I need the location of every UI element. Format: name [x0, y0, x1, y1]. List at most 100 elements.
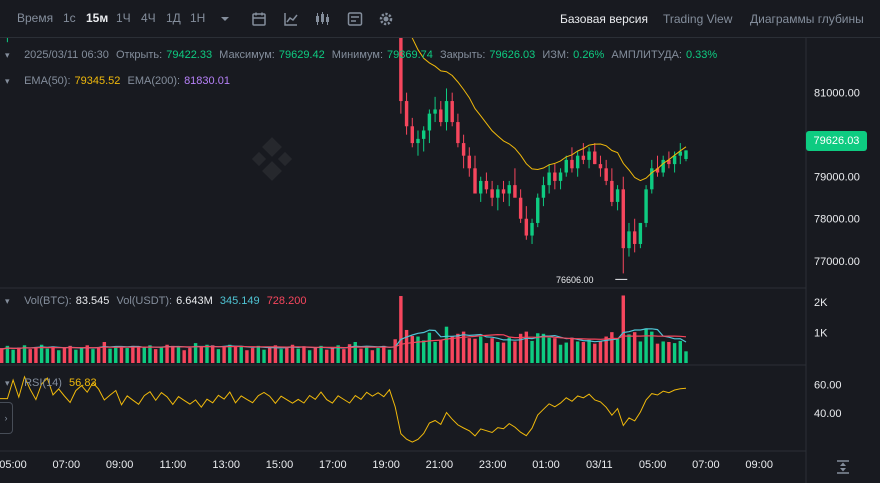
low-price-marker: 76606.00: [556, 275, 594, 285]
interval-1s[interactable]: 1с: [63, 11, 76, 25]
candle-body: [541, 185, 546, 198]
candle-body: [479, 180, 483, 194]
collapse-chevron-icon[interactable]: ▾: [5, 50, 10, 60]
interval-4h[interactable]: 4Ч: [141, 11, 156, 25]
volume-bar: [313, 348, 318, 363]
volume-bar: [136, 346, 141, 363]
volume-bar: [593, 343, 597, 363]
volume-bar: [114, 346, 118, 363]
low-label: Минимум:: [331, 49, 384, 61]
time-tick-label: 01:00: [532, 459, 560, 471]
volume-bar: [376, 348, 380, 363]
time-tick-label: 13:00: [212, 459, 240, 471]
volume-bar: [34, 346, 38, 363]
time-tick-label: 17:00: [319, 459, 347, 471]
volume-bar: [57, 350, 61, 363]
volume-bar: [575, 341, 580, 363]
ema50-value: 79345.52: [74, 75, 121, 87]
candle-body: [621, 189, 625, 249]
ema-legend: ▾ EMA(50): 79345.52 EMA(200): 81830.01: [5, 75, 234, 87]
candle-body: [593, 151, 597, 165]
volume-bar: [370, 350, 375, 363]
candle-body: [513, 185, 517, 198]
indicators-icon[interactable]: [283, 11, 299, 27]
collapse-chevron-icon[interactable]: ▾: [5, 378, 10, 388]
volume-bar: [610, 332, 614, 363]
collapse-chevron-icon[interactable]: ▾: [5, 76, 10, 86]
candle-body: [667, 159, 671, 165]
volume-bar: [541, 333, 546, 363]
candle-body: [570, 159, 574, 169]
volume-bar: [410, 335, 414, 363]
volume-bar: [490, 338, 494, 363]
volume-bar: [530, 340, 534, 363]
view-depth-chart[interactable]: Диаграммы глубины: [750, 12, 864, 26]
time-label[interactable]: Время: [17, 11, 54, 25]
volume-bar: [507, 337, 511, 363]
volume-bar: [587, 339, 591, 363]
volume-bar: [199, 346, 203, 363]
rsi-tick-label: 40.00: [814, 408, 842, 420]
vol-usdt-label: Vol(USDT):: [116, 295, 173, 307]
candle-body: [558, 172, 563, 181]
legend-datetime: 2025/03/11 06:30: [24, 49, 109, 61]
rsi-label: RSI(14): [24, 377, 62, 389]
volume-bar: [553, 338, 557, 363]
candle-type-icon[interactable]: [314, 11, 330, 27]
volume-bar: [102, 342, 107, 363]
interval-1h[interactable]: 1Ч: [116, 11, 131, 25]
candle-body: [661, 159, 665, 173]
calendar-icon[interactable]: [251, 11, 267, 27]
ema200-value: 81830.01: [184, 75, 230, 87]
side-panel-toggle[interactable]: ›: [0, 402, 13, 434]
candle-body: [484, 180, 489, 190]
volume-bar: [427, 332, 432, 363]
close-value: 79626.03: [489, 49, 536, 61]
volume-bar: [330, 347, 335, 363]
volume-bar: [22, 345, 27, 363]
candle-body: [427, 113, 432, 131]
volume-bar: [473, 338, 477, 363]
collapse-chevron-icon[interactable]: ▾: [5, 296, 10, 306]
volume-bar: [210, 345, 215, 363]
view-basic[interactable]: Базовая версия: [560, 12, 648, 26]
candle-body: [672, 155, 677, 165]
volume-bar: [382, 345, 386, 363]
settings-gear-icon[interactable]: [378, 11, 394, 27]
candle-body: [410, 126, 414, 144]
auto-scale-icon[interactable]: [832, 456, 854, 478]
more-intervals-chevron-icon[interactable]: [219, 13, 231, 25]
volume-bar: [399, 296, 403, 363]
time-tick-label: 23:00: [479, 459, 507, 471]
candle-body: [421, 130, 426, 139]
volume-bar: [85, 345, 89, 363]
volume-bar: [233, 345, 238, 363]
volume-bar: [182, 350, 186, 363]
candle-body: [564, 159, 568, 173]
volume-bar: [353, 342, 357, 363]
layout-icon[interactable]: [347, 11, 363, 27]
time-tick-label: 11:00: [160, 459, 187, 471]
amplitude-value: 0.33%: [686, 49, 718, 61]
volume-bar: [285, 346, 289, 363]
volume-bar: [678, 340, 683, 363]
interval-1w[interactable]: 1Н: [190, 11, 206, 25]
view-tradingview[interactable]: Trading View: [663, 12, 733, 26]
volume-bar: [153, 349, 158, 363]
candle-body: [530, 222, 534, 236]
vol-ma1-value: 345.149: [219, 295, 260, 307]
interval-15m[interactable]: 15м: [86, 11, 109, 25]
candle-body: [553, 172, 557, 181]
candle-body: [587, 151, 591, 160]
volume-bar: [302, 346, 306, 363]
candle-body: [536, 197, 540, 223]
candle-body: [473, 168, 477, 194]
high-label: Максимум:: [219, 49, 275, 61]
time-tick-label: 07:00: [53, 459, 81, 471]
interval-1d[interactable]: 1Д: [166, 11, 181, 25]
volume-bar: [513, 341, 517, 363]
price-tick-label: 81000.00: [814, 88, 860, 100]
volume-bar: [536, 333, 540, 363]
